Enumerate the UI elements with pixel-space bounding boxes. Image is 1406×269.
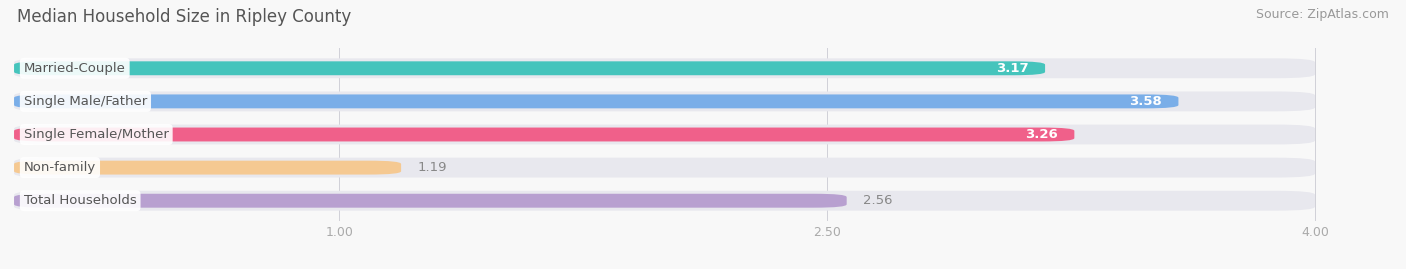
FancyBboxPatch shape xyxy=(14,125,1315,144)
Text: Single Male/Father: Single Male/Father xyxy=(24,95,148,108)
Text: 1.19: 1.19 xyxy=(418,161,447,174)
Text: 3.17: 3.17 xyxy=(997,62,1029,75)
Text: Married-Couple: Married-Couple xyxy=(24,62,125,75)
Text: Median Household Size in Ripley County: Median Household Size in Ripley County xyxy=(17,8,352,26)
Text: 3.26: 3.26 xyxy=(1025,128,1059,141)
FancyBboxPatch shape xyxy=(14,161,401,175)
FancyBboxPatch shape xyxy=(14,94,1178,108)
Text: 2.56: 2.56 xyxy=(863,194,893,207)
FancyBboxPatch shape xyxy=(14,191,1315,211)
Text: Total Households: Total Households xyxy=(24,194,136,207)
Text: Non-family: Non-family xyxy=(24,161,96,174)
FancyBboxPatch shape xyxy=(14,58,1315,78)
FancyBboxPatch shape xyxy=(14,91,1315,111)
FancyBboxPatch shape xyxy=(14,158,1315,178)
Text: Single Female/Mother: Single Female/Mother xyxy=(24,128,169,141)
Text: Source: ZipAtlas.com: Source: ZipAtlas.com xyxy=(1256,8,1389,21)
FancyBboxPatch shape xyxy=(14,194,846,208)
FancyBboxPatch shape xyxy=(14,128,1074,141)
Text: 3.58: 3.58 xyxy=(1129,95,1163,108)
FancyBboxPatch shape xyxy=(14,61,1045,75)
